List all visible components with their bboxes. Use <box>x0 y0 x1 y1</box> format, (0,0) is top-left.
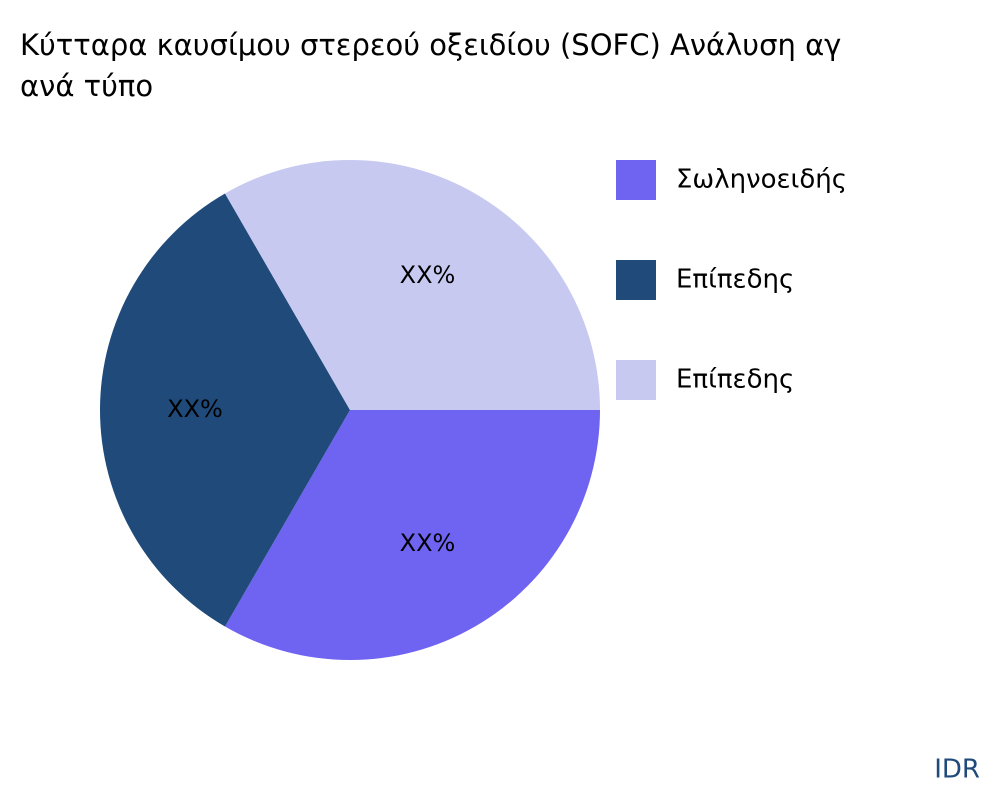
data-label: XX% <box>400 529 456 557</box>
pie-slice <box>225 160 600 410</box>
data-label: XX% <box>400 261 456 289</box>
pie-slice <box>225 410 600 660</box>
legend-swatch <box>616 160 656 200</box>
legend-label: Επίπεδης <box>676 265 794 295</box>
chart-title: Κύτταρα καυσίμου στερεού οξειδίου (SOFC)… <box>20 28 841 62</box>
legend-label: Σωληνοειδής <box>676 165 847 195</box>
chart-title: ανά τύπο <box>20 69 153 103</box>
source-label: IDR <box>934 755 980 785</box>
legend-swatch <box>616 360 656 400</box>
legend-swatch <box>616 260 656 300</box>
legend-label: Επίπεδης <box>676 365 794 395</box>
data-label: XX% <box>167 395 223 423</box>
